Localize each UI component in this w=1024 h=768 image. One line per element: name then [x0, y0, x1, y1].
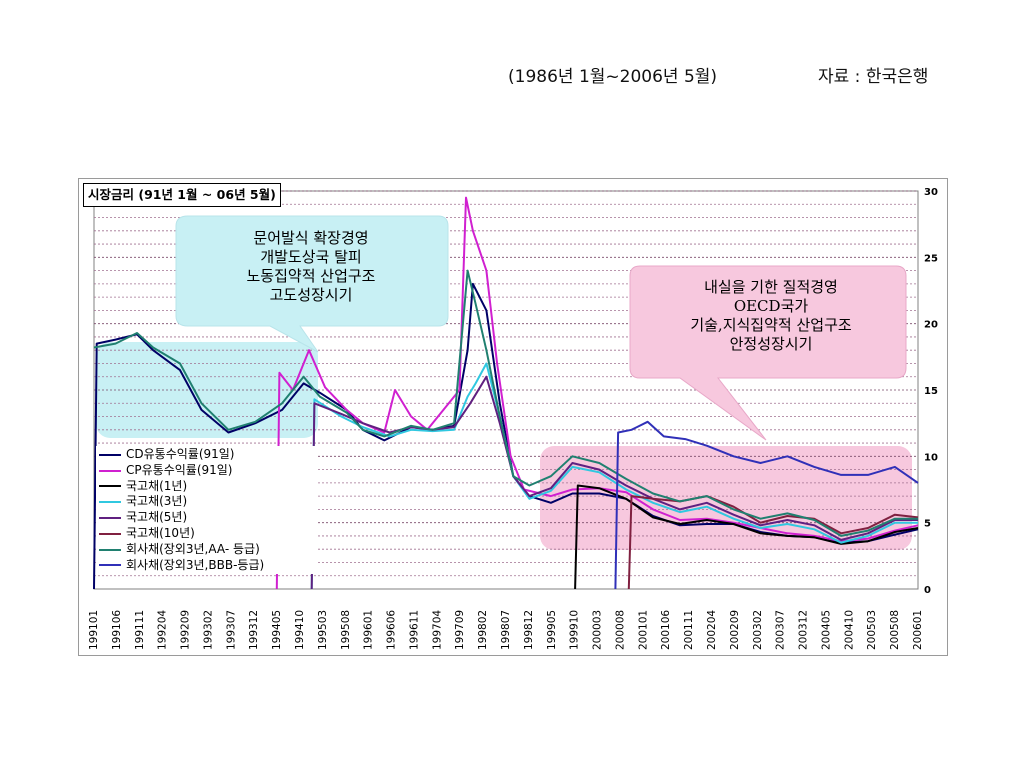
- x-tick-label: 200307: [775, 610, 787, 650]
- x-tick-label: 200209: [729, 610, 741, 650]
- legend-swatch: [99, 501, 121, 504]
- x-tick-label: 199611: [408, 610, 420, 650]
- x-tick-label: 200405: [820, 610, 832, 650]
- legend-label: 회사채(장외3년,AA- 등급): [126, 541, 260, 556]
- x-tick-label: 200410: [843, 610, 855, 650]
- x-tick-label: 199106: [111, 610, 123, 650]
- callout-left-line: 고도성장시기: [269, 286, 353, 304]
- legend-swatch: [99, 469, 121, 472]
- x-tick-label: 199111: [134, 610, 146, 650]
- series-line-4: [310, 362, 918, 590]
- x-tick-label: 199204: [157, 610, 169, 650]
- callout-right-line: OECD국가: [733, 297, 809, 315]
- legend-label: 회사채(장외3년,BBB-등급): [126, 557, 265, 572]
- x-tick-label: 199709: [454, 610, 466, 650]
- x-tick-label: 199209: [180, 610, 192, 650]
- callout-left-line: 개발도상국 탈피: [260, 248, 362, 266]
- x-tick-label: 199812: [523, 610, 535, 650]
- x-tick-label: 200111: [683, 610, 695, 650]
- y-tick-label: 15: [924, 386, 938, 397]
- y-tick-label: 30: [924, 187, 938, 198]
- x-tick-label: 199410: [294, 610, 306, 650]
- x-tick-label: 199601: [363, 610, 375, 650]
- legend-entry: 국고채(10년): [96, 526, 318, 542]
- series-line-8: [614, 420, 919, 590]
- period-note: (1986년 1월~2006년 5월): [508, 67, 718, 87]
- legend-entry: CD유통수익률(91일): [96, 447, 318, 463]
- x-tick-label: 199905: [546, 610, 558, 650]
- x-tick-label: 200302: [752, 610, 764, 650]
- legend-swatch: [99, 517, 121, 520]
- callout-right-region: [540, 446, 912, 550]
- legend-label: 국고채(1년): [126, 478, 188, 493]
- y-tick-label: 5: [924, 519, 931, 530]
- source-note: 자료 : 한국은행: [818, 67, 929, 87]
- x-tick-label: 200003: [592, 610, 604, 650]
- legend-swatch: [99, 532, 121, 535]
- callout-right-box: [629, 265, 907, 441]
- x-tick-label: 199508: [340, 610, 352, 650]
- legend-swatch: [99, 485, 121, 488]
- y-tick-label: 10: [924, 452, 938, 463]
- x-tick-label: 199802: [477, 610, 489, 650]
- legend-label: CD유통수익률(91일): [126, 447, 235, 461]
- x-tick-label: 200312: [798, 610, 810, 650]
- legend-entry: 회사채(장외3년,BBB-등급): [96, 558, 318, 574]
- legend-swatch: [99, 564, 121, 567]
- legend-swatch: [99, 453, 121, 456]
- legend-label: 국고채(3년): [126, 494, 188, 509]
- x-tick-label: 199307: [225, 610, 237, 650]
- callout-right-line: 안정성장시기: [729, 335, 813, 353]
- x-tick-label: 199503: [317, 610, 329, 650]
- chart-title: 시장금리 (91년 1월 ~ 06년 5월): [83, 183, 281, 207]
- y-tick-label: 25: [924, 253, 938, 264]
- x-tick-label: 199405: [271, 610, 283, 650]
- x-tick-label: 199807: [500, 610, 512, 650]
- x-tick-label: 199312: [248, 610, 260, 650]
- series-line-2: [275, 196, 919, 590]
- callout-left: 문어발식 확장경영 개발도상국 탈피 노동집약적 산업구조 고도성장시기: [180, 229, 442, 305]
- y-tick-label: 0: [924, 585, 931, 596]
- callout-right-line: 기술,지식집약적 산업구조: [690, 316, 852, 334]
- y-tick-label: 20: [924, 320, 938, 331]
- x-tick-label: 199910: [569, 610, 581, 650]
- callout-right-line: 내실을 기한 질적경영: [704, 278, 838, 296]
- series-line-7: [93, 269, 918, 537]
- legend-label: CP유통수익률(91일): [126, 462, 233, 477]
- legend-entry: 국고채(1년): [96, 479, 318, 495]
- x-tick-label: 199302: [202, 610, 214, 650]
- x-tick-label: 200508: [889, 610, 901, 650]
- legend: CD유통수익률(91일) CP유통수익률(91일) 국고채(1년) 국고채(3년) 국고…: [96, 446, 318, 575]
- x-tick-label: 200106: [660, 610, 672, 650]
- x-tick-label: 200101: [637, 610, 649, 650]
- callout-left-line: 노동집약적 산업구조: [246, 267, 376, 285]
- x-tick-label: 199101: [88, 610, 100, 650]
- legend-entry: 국고채(5년): [96, 510, 318, 526]
- x-tick-label: 200204: [706, 610, 718, 650]
- series-line-6: [627, 495, 919, 590]
- x-tick-label: 200601: [912, 610, 924, 650]
- legend-swatch: [99, 548, 121, 551]
- x-tick-label: 199606: [386, 610, 398, 650]
- legend-label: 국고채(10년): [126, 525, 195, 540]
- callout-left-line: 문어발식 확장경영: [253, 229, 369, 247]
- legend-entry: 회사채(장외3년,AA- 등급): [96, 542, 318, 558]
- legend-label: 국고채(5년): [126, 510, 188, 525]
- legend-entry: 국고채(3년): [96, 494, 318, 510]
- series-line-3: [574, 484, 919, 590]
- legend-entry: CP유통수익률(91일): [96, 463, 318, 479]
- x-tick-label: 199704: [431, 610, 443, 650]
- callout-right: 내실을 기한 질적경영 OECD국가 기술,지식집약적 산업구조 안정성장시기: [636, 278, 906, 354]
- x-tick-label: 200503: [866, 610, 878, 650]
- callout-left-box: [175, 215, 449, 353]
- x-tick-label: 200008: [614, 610, 626, 650]
